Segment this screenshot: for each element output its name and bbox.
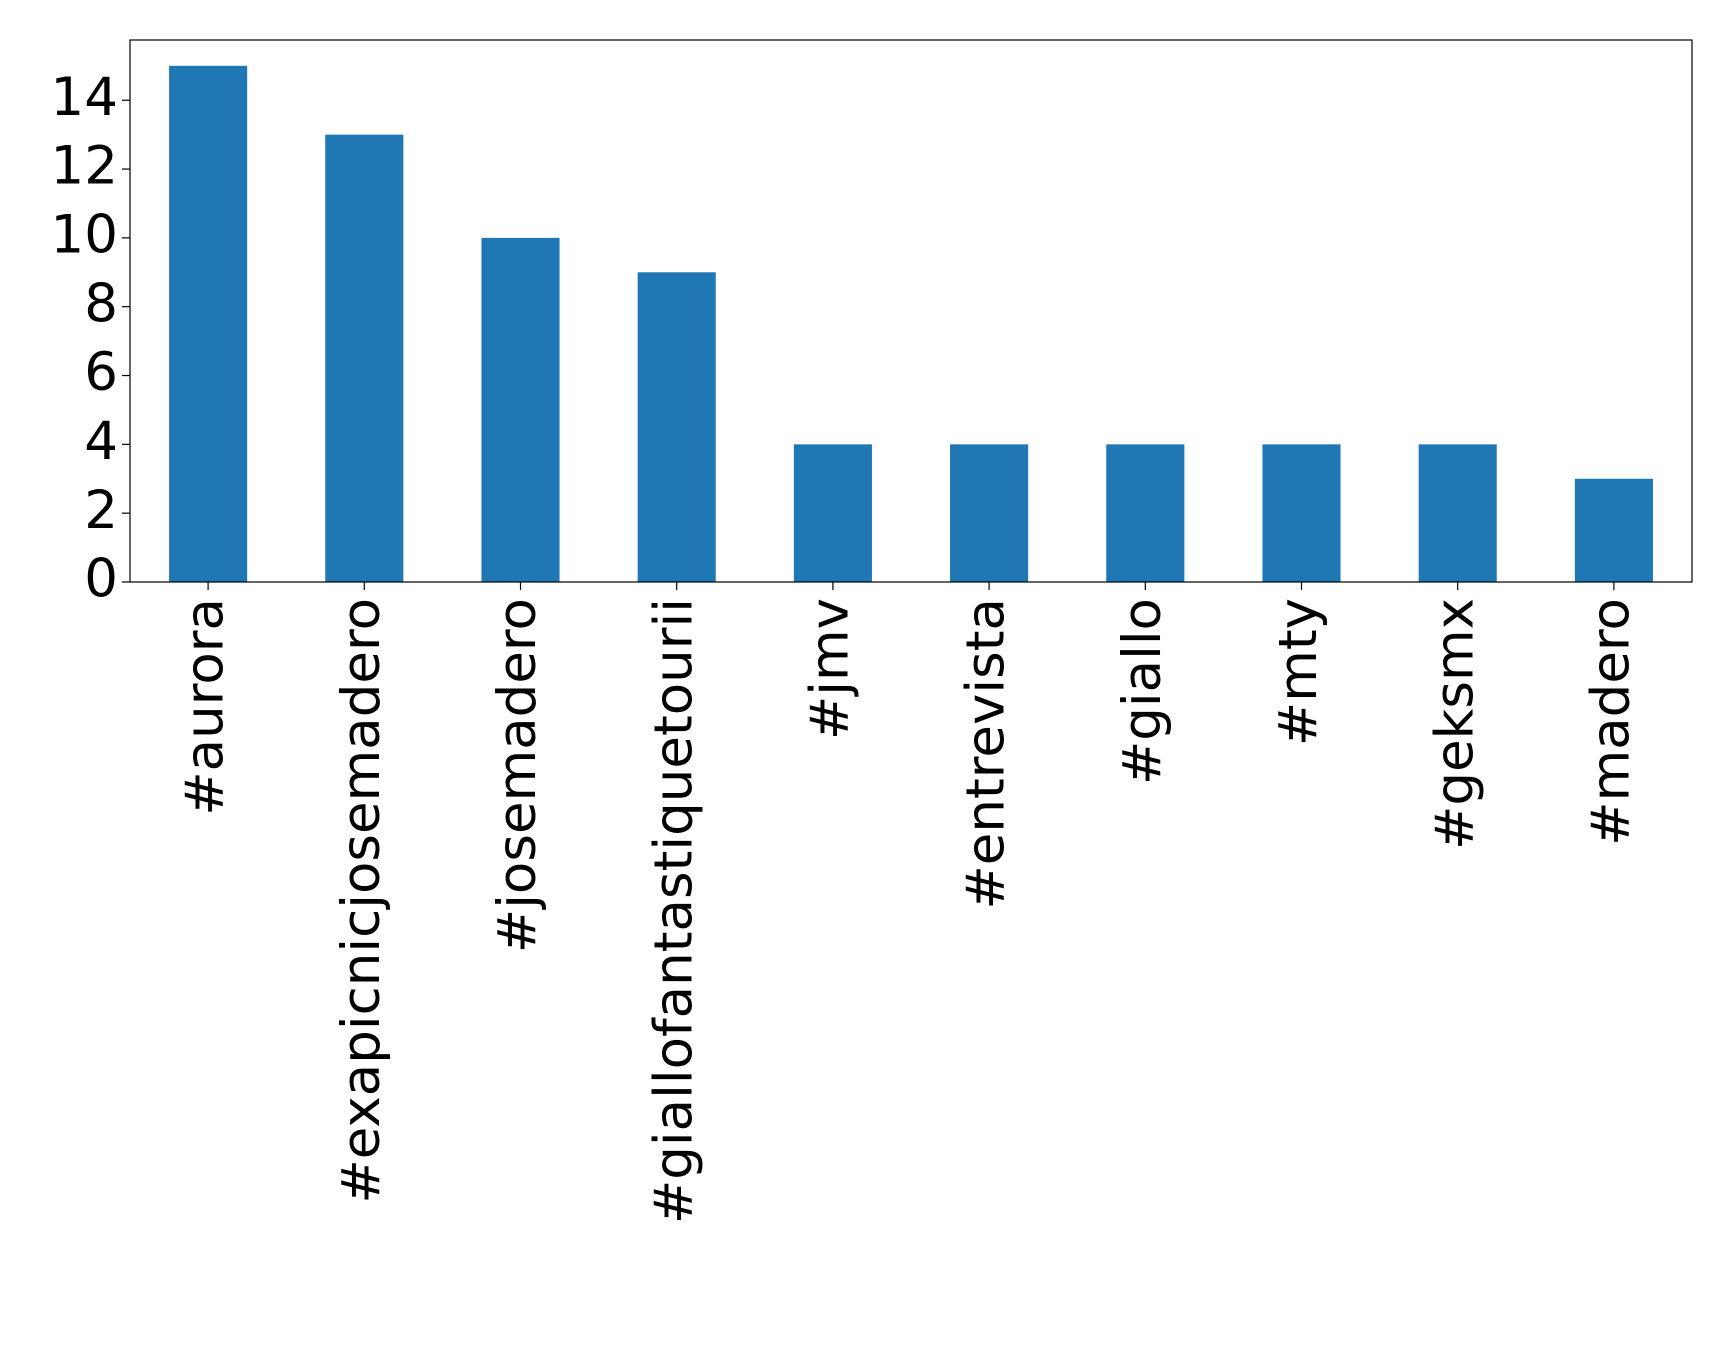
bar xyxy=(481,237,560,582)
bar xyxy=(1262,444,1341,582)
y-tick-label: 8 xyxy=(84,273,118,334)
y-tick-label: 12 xyxy=(51,136,118,197)
bar xyxy=(169,65,248,583)
x-tick-label: #josemadero xyxy=(487,598,548,953)
plot-frame xyxy=(129,39,1693,583)
x-tick-label: #giallo xyxy=(1112,598,1173,785)
x-tick-label: #mty xyxy=(1268,598,1329,746)
y-tick-label: 4 xyxy=(84,411,118,472)
x-tick-label: #aurora xyxy=(175,598,236,816)
y-tick-label: 0 xyxy=(84,549,118,610)
y-tick-label: 14 xyxy=(51,67,118,128)
x-tick-label: #geksmx xyxy=(1424,598,1485,850)
bar xyxy=(950,444,1029,582)
x-tick-label: #giallofantastiquetourii xyxy=(643,598,704,1224)
bar xyxy=(793,444,872,582)
bar xyxy=(1418,444,1497,582)
x-tick-label: #jmv xyxy=(800,598,861,740)
bar xyxy=(325,134,404,582)
y-tick-label: 2 xyxy=(84,480,118,541)
x-tick-label: #entrevista xyxy=(956,598,1017,910)
x-tick-label: #exapicnicjosemadero xyxy=(331,598,392,1204)
y-tick-label: 6 xyxy=(84,342,118,403)
bar xyxy=(1106,444,1185,582)
y-tick-label: 10 xyxy=(51,205,118,266)
bar xyxy=(637,272,716,582)
bar xyxy=(1574,478,1653,582)
x-tick-label: #madero xyxy=(1581,598,1642,846)
